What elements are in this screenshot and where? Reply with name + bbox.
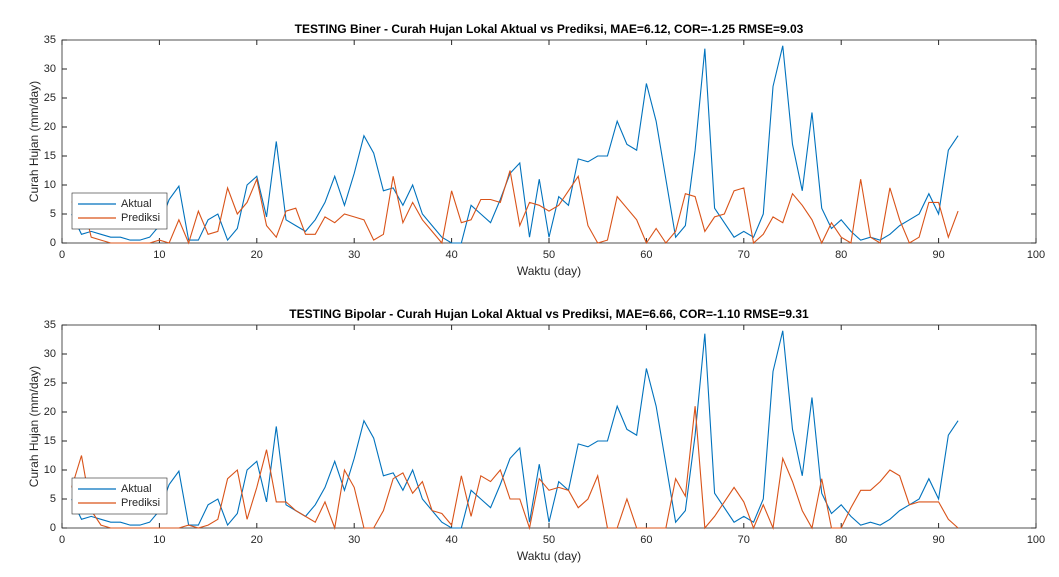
x-tick-label: 60 [640, 534, 652, 546]
x-tick-label: 50 [543, 249, 555, 261]
legend-label: Prediksi [121, 497, 160, 509]
x-tick-label: 60 [640, 249, 652, 261]
plot-area [61, 324, 1037, 529]
x-axis-label: Waktu (day) [517, 264, 581, 278]
y-tick-label: 25 [44, 377, 56, 389]
data-line [71, 406, 959, 531]
y-axis-label: Curah Hujan (mm/day) [27, 366, 41, 487]
y-tick-label: 25 [44, 92, 56, 104]
y-tick-label: 5 [50, 493, 56, 505]
y-axis-label: Curah Hujan (mm/day) [27, 81, 41, 202]
y-tick-label: 0 [50, 237, 56, 249]
x-tick-label: 0 [59, 534, 65, 546]
y-tick-label: 10 [44, 464, 56, 476]
x-tick-label: 70 [738, 534, 750, 546]
x-tick-label: 90 [932, 534, 944, 546]
y-tick-label: 30 [44, 348, 56, 360]
x-tick-label: 70 [738, 249, 750, 261]
legend-label: Aktual [121, 483, 152, 495]
x-tick-label: 0 [59, 249, 65, 261]
y-tick-label: 35 [44, 34, 56, 46]
x-tick-label: 80 [835, 249, 847, 261]
x-tick-label: 20 [251, 534, 263, 546]
y-tick-label: 15 [44, 150, 56, 162]
legend-box [71, 477, 168, 515]
legend: Aktual Prediksi [71, 192, 168, 230]
x-tick-label: 10 [153, 534, 165, 546]
plot-area [61, 39, 1037, 244]
y-tick-label: 15 [44, 435, 56, 447]
legend-label: Aktual [121, 198, 152, 210]
data-line [71, 45, 959, 244]
y-tick-label: 20 [44, 121, 56, 133]
x-tick-label: 80 [835, 534, 847, 546]
x-tick-label: 10 [153, 249, 165, 261]
y-tick-label: 0 [50, 522, 56, 534]
x-tick-label: 30 [348, 534, 360, 546]
x-tick-label: 90 [932, 249, 944, 261]
x-tick-label: 100 [1027, 249, 1045, 261]
x-tick-label: 30 [348, 249, 360, 261]
y-tick-label: 20 [44, 406, 56, 418]
y-tick-label: 5 [50, 208, 56, 220]
x-tick-label: 50 [543, 534, 555, 546]
x-tick-label: 20 [251, 249, 263, 261]
legend: Aktual Prediksi [71, 477, 168, 515]
data-line [71, 170, 959, 245]
chart-title: TESTING Bipolar - Curah Hujan Lokal Aktu… [289, 307, 809, 321]
x-tick-label: 40 [445, 534, 457, 546]
y-tick-label: 10 [44, 179, 56, 191]
legend-label: Prediksi [121, 212, 160, 224]
data-line [71, 330, 959, 529]
x-tick-label: 40 [445, 249, 457, 261]
x-tick-label: 100 [1027, 534, 1045, 546]
chart-title: TESTING Biner - Curah Hujan Lokal Aktual… [295, 22, 804, 36]
x-axis-label: Waktu (day) [517, 549, 581, 563]
legend-box [71, 192, 168, 230]
y-tick-label: 30 [44, 63, 56, 75]
y-tick-label: 35 [44, 319, 56, 331]
